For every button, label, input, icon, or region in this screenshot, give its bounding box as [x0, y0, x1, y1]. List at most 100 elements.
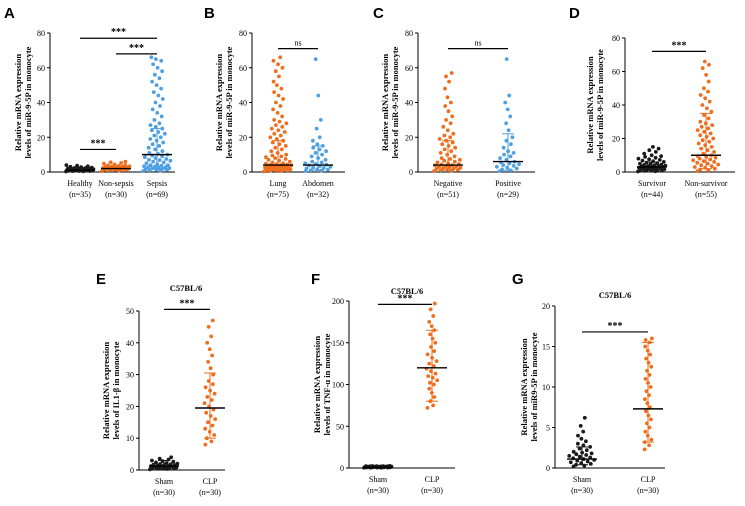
data-point	[320, 152, 324, 157]
data-point	[706, 79, 711, 84]
y-tick-label: 60	[37, 64, 45, 73]
data-point	[644, 389, 649, 393]
data-point	[448, 135, 453, 140]
data-point	[271, 58, 276, 63]
significance-label: ***	[180, 298, 195, 309]
data-point	[209, 439, 214, 444]
category-count: (n=35)	[69, 190, 91, 199]
data-point	[585, 459, 590, 464]
category-label: Non-sepsis	[98, 179, 134, 188]
data-point	[504, 121, 508, 126]
data-point	[314, 126, 319, 131]
data-point	[588, 445, 592, 449]
y-tick-label: 100	[332, 381, 344, 390]
data-point	[284, 152, 289, 157]
data-point	[147, 151, 152, 155]
data-point	[149, 55, 154, 60]
data-point	[68, 164, 73, 169]
data-point	[168, 158, 173, 163]
category-count: (n=30)	[571, 486, 593, 495]
data-point	[640, 158, 645, 163]
category-label: CLP	[203, 477, 218, 486]
y-tick-label: 150	[332, 339, 344, 348]
data-point	[150, 458, 154, 463]
data-point	[315, 142, 320, 147]
data-point	[164, 461, 169, 465]
data-point	[428, 332, 432, 337]
data-point	[209, 334, 214, 339]
category-count: (n=75)	[267, 190, 289, 199]
y-tick-label: 0	[41, 168, 45, 177]
data-point	[317, 147, 322, 152]
data-point	[638, 161, 642, 166]
y-tick-label: 40	[126, 339, 134, 348]
y-tick-label: 20	[405, 133, 413, 142]
data-point	[653, 150, 658, 154]
data-point	[711, 136, 716, 141]
data-point	[504, 157, 509, 162]
data-point	[281, 97, 285, 101]
y-axis-label: Relative mRNA expressionlevels of miR-9-…	[585, 49, 605, 161]
data-point	[579, 436, 584, 441]
data-point	[270, 160, 275, 165]
data-point	[432, 382, 436, 387]
data-point	[166, 163, 170, 168]
data-point	[280, 65, 285, 70]
data-point	[707, 99, 712, 104]
data-point	[706, 116, 711, 121]
data-point	[431, 403, 435, 408]
data-point	[703, 96, 708, 101]
data-point	[431, 314, 436, 318]
data-point	[266, 157, 271, 162]
data-point	[276, 93, 281, 98]
data-point	[706, 168, 711, 173]
data-point	[643, 338, 648, 342]
data-point	[644, 356, 648, 361]
data-point	[271, 107, 275, 112]
group-sham: Sham (n=30)	[362, 464, 394, 495]
data-point	[208, 414, 213, 418]
data-point	[279, 86, 284, 91]
data-point	[451, 131, 456, 136]
data-point	[209, 398, 214, 402]
data-point	[318, 118, 323, 122]
y-axis-label-line: levels of IL1-β in monocyte	[111, 341, 121, 439]
y-tick-label: 10	[126, 434, 134, 443]
data-point	[153, 124, 158, 129]
y-tick-label: 200	[332, 297, 344, 306]
data-point	[278, 133, 283, 138]
data-point	[161, 160, 166, 165]
y-tick-label: 80	[239, 29, 247, 38]
y-axis-label-line: Relative mRNA expression	[312, 336, 322, 433]
group-abdomen: Abdomen (n=32)	[302, 57, 334, 199]
data-point	[709, 109, 714, 114]
panel-subtitle: C57BL/6	[170, 283, 203, 293]
data-point	[701, 159, 706, 164]
data-point	[647, 157, 651, 162]
data-point	[517, 162, 521, 167]
data-point	[212, 391, 217, 396]
data-point	[281, 161, 286, 166]
y-tick-label: 60	[239, 64, 247, 73]
data-point	[279, 154, 284, 159]
y-axis-label-line: Relative mRNA expression	[214, 54, 224, 151]
data-point	[102, 161, 106, 166]
category-label: Sepsis	[147, 179, 167, 188]
category-label: CLP	[641, 475, 656, 484]
data-point	[154, 460, 158, 465]
y-tick-label: 20	[239, 133, 247, 142]
data-point	[502, 152, 506, 157]
y-axis-label-line: Relative mRNA expression	[519, 338, 529, 435]
data-point	[430, 336, 435, 341]
data-point	[511, 151, 516, 155]
data-point	[317, 135, 322, 140]
data-point	[700, 138, 705, 143]
data-point	[447, 79, 451, 84]
data-point	[650, 336, 654, 341]
data-point	[202, 401, 207, 406]
data-point	[443, 86, 447, 91]
data-point	[695, 160, 700, 165]
data-point	[435, 160, 440, 165]
y-tick-label: 40	[405, 99, 413, 108]
